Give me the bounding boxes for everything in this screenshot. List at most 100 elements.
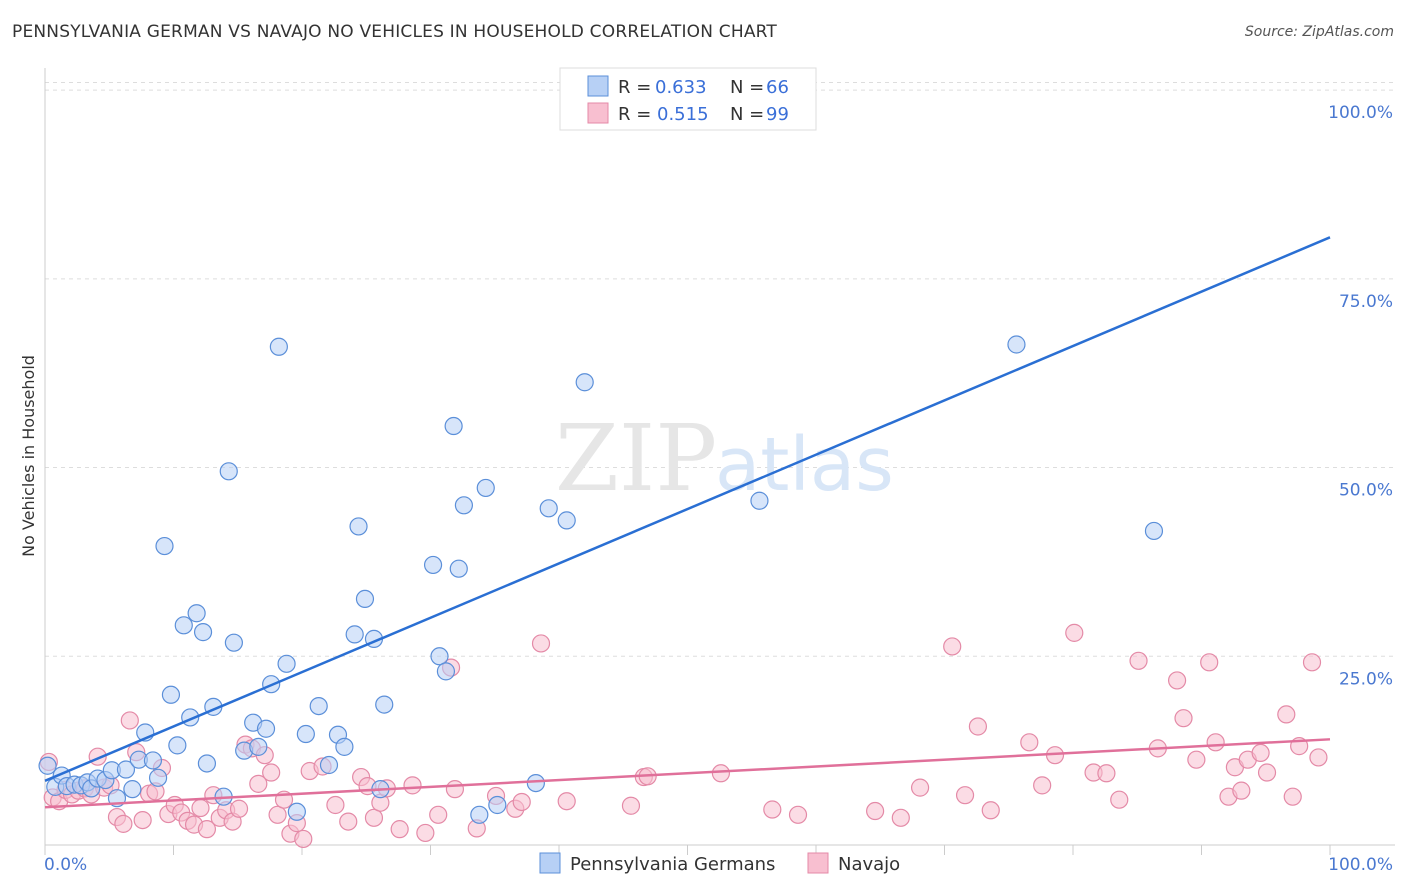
series-legend: Pennsylvania Germans Navajo [539,852,900,875]
navajo-point-73 [968,717,988,736]
pennsylvania-germans-point-42 [335,737,354,756]
y-tick-label-2: 75.0% [1339,292,1393,312]
navajo-point-43 [326,795,345,815]
pennsylvania-germans-point-20 [168,736,187,755]
navajo-point-68 [866,801,885,821]
navajo-trend-line [44,738,1331,809]
legend-n-value-pink: 99 [766,104,789,125]
navajo-point-47 [364,808,384,827]
navajo-point-99 [1309,748,1328,767]
navajo-point-85 [1174,709,1193,728]
correlation-legend: R = 0.633 N = 66 R = 0.515 N = 99 [559,67,817,131]
x-tick-label-min: 0.0% [44,855,87,875]
navajo-point-81 [1110,790,1129,809]
navajo-point-62 [621,796,641,815]
pennsylvania-germans-point-24 [193,623,213,642]
navajo-point-65 [711,764,731,783]
pennsylvania-germans-point-18 [155,536,174,556]
pennsylvania-germans-point-52 [444,416,463,436]
watermark-atlas: atlas [715,422,894,508]
navajo-point-59 [512,792,531,812]
legend-n-label: N = [730,77,764,98]
legend-n-value-blue: 66 [766,77,789,98]
y-tick-label-3: 100.0% [1328,103,1393,123]
pennsylvania-germans-point-21 [174,616,193,635]
navajo-point-95 [1277,705,1296,724]
navajo-point-50 [390,820,409,839]
navajo-point-84 [1167,671,1187,690]
pennsylvania-germans-point-0 [38,756,57,775]
navajo-point-40 [294,829,313,849]
navajo-point-75 [1020,733,1039,752]
y-axis-tick-labels: 25.0% 50.0% 75.0% 100.0% [1328,103,1393,689]
pennsylvania-germans-point-35 [269,337,288,356]
pennsylvania-germans-trend-line [44,236,1331,782]
pennsylvania-germans-point-39 [309,696,328,716]
pennsylvania-germans-point-56 [476,478,495,498]
navajo-point-12 [114,814,133,833]
legend-swatch-pink [587,102,609,124]
navajo-point-44 [339,812,358,831]
navajo-point-30 [229,799,249,818]
navajo-point-91 [1232,781,1251,800]
pennsylvania-germans-point-53 [449,559,468,578]
pennsylvania-germans-point-37 [287,802,306,821]
navajo-point-60 [531,634,551,653]
y-tick-label-1: 50.0% [1339,481,1393,501]
pennsylvania-germans-point-51 [436,662,456,681]
pennsylvania-germans-point-57 [488,795,507,815]
navajo-point-33 [249,774,268,793]
pennsylvania-germans-point-43 [345,625,364,644]
pennsylvania-germans-point-63 [750,491,769,510]
navajo-point-61 [557,792,576,811]
source-label: Source: ZipAtlas.com [1244,24,1394,40]
chart-title: PENNSYLVANIA GERMAN VS NAVAJO NO VEHICLE… [12,22,778,42]
navajo-point-96 [1283,787,1302,806]
legend-n-label: N = [730,104,764,125]
navajo-point-36 [268,805,287,824]
navajo-point-15 [133,810,152,830]
navajo-point-53 [429,805,448,824]
navajo-point-74 [981,801,1000,820]
y-tick-label-0: 25.0% [1339,669,1393,689]
pennsylvania-germans-point-16 [143,751,163,770]
legend-r-value-pink: 0.515 [657,104,709,125]
navajo-point-69 [891,808,910,827]
pennsylvania-germans-point-12 [116,760,136,779]
navajo-point-98 [1302,653,1322,672]
series-legend-label-pink: Navajo [838,854,900,875]
legend-r-label: R = [618,77,651,98]
pennsylvania-germans-point-54 [454,496,474,515]
pennsylvania-germans-point-44 [349,517,368,536]
navajo-point-78 [1065,623,1084,642]
navajo-point-76 [1033,776,1052,795]
x-tick-label-max: 100.0% [1328,855,1393,875]
navajo-point-87 [1200,653,1219,672]
pennsylvania-germans-point-55 [470,805,489,824]
navajo-point-25 [197,820,217,839]
pennsylvania-germans-point-50 [430,647,449,666]
navajo-point-70 [910,778,930,797]
watermark: ZIP atlas [555,405,894,512]
pennsylvania-germans-point-19 [161,685,181,704]
pennsylvania-germans-point-33 [256,719,276,738]
pennsylvania-germans-point-28 [219,462,238,481]
navajo-point-71 [943,637,962,656]
navajo-point-13 [120,711,139,730]
navajo-point-52 [416,823,435,843]
legend-r-label: R = [618,104,651,125]
navajo-point-86 [1187,750,1206,769]
navajo-point-80 [1097,764,1116,783]
pennsylvania-germans-point-23 [187,604,206,623]
navajo-point-66 [763,800,782,819]
series-legend-swatch-pink [807,852,829,874]
legend-swatch-blue [587,75,609,97]
pennsylvania-germans-point-59 [539,499,558,518]
navajo-points [39,623,1328,849]
pennsylvania-germans-point-40 [319,755,339,775]
pennsylvania-germans-point-48 [375,695,394,714]
pennsylvania-germans-point-61 [575,373,594,392]
series-legend-swatch-blue [539,852,561,874]
navajo-point-88 [1206,733,1225,752]
